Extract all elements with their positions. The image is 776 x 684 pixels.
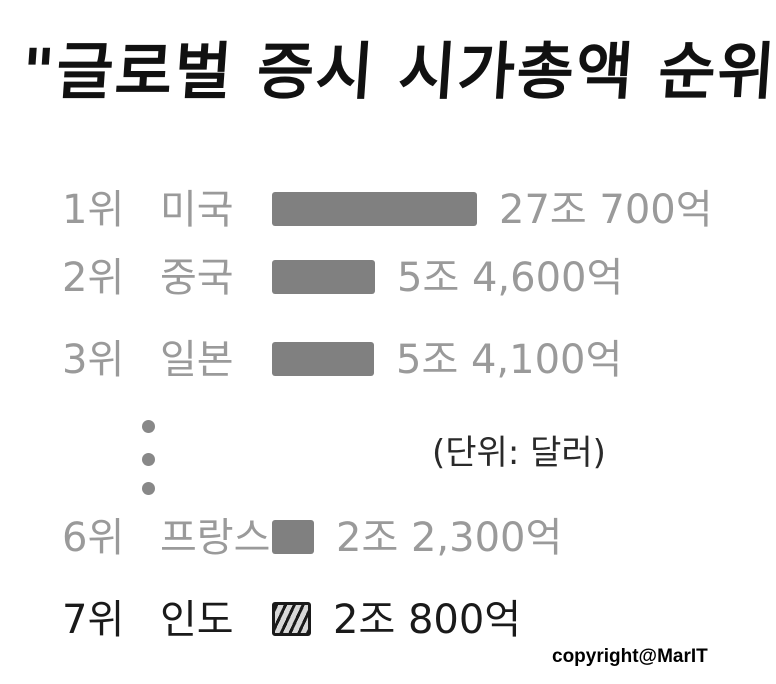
value-bar	[272, 602, 311, 636]
unit-note: (단위: 달러)	[432, 433, 606, 473]
rank-label: 6위	[62, 515, 125, 561]
value-bar	[272, 342, 374, 376]
rank-label: 7위	[62, 597, 125, 643]
value-label: 2조 800억	[333, 597, 522, 643]
value-bar	[272, 520, 314, 554]
rank-row: 6위 프랑스 2조 2,300억	[0, 508, 776, 568]
country-label: 프랑스	[160, 515, 271, 561]
country-label: 인도	[160, 597, 234, 643]
value-label: 5조 4,600억	[397, 255, 624, 301]
rank-label: 1위	[62, 187, 125, 233]
value-label: 5조 4,100억	[396, 337, 623, 383]
rank-row: 2위 중국 5조 4,600억	[0, 248, 776, 308]
value-label: 2조 2,300억	[336, 515, 563, 561]
ellipsis-dot	[142, 482, 155, 495]
chart-title: "글로벌 증시 시가총액 순위"	[19, 35, 776, 108]
country-label: 일본	[160, 337, 234, 383]
rank-label: 3위	[62, 337, 125, 383]
value-label: 27조 700억	[499, 187, 713, 233]
rank-row: 1위 미국 27조 700억	[0, 180, 776, 240]
country-label: 미국	[160, 187, 234, 233]
copyright-text: copyright@MarIT	[552, 646, 708, 667]
value-bar	[272, 192, 477, 226]
ellipsis-dot	[142, 420, 155, 433]
value-bar	[272, 260, 375, 294]
ellipsis-dot	[142, 453, 155, 466]
rank-row: 3위 일본 5조 4,100억	[0, 330, 776, 390]
rank-row: 7위 인도 2조 800억	[0, 590, 776, 650]
rank-label: 2위	[62, 255, 125, 301]
country-label: 중국	[160, 255, 234, 301]
